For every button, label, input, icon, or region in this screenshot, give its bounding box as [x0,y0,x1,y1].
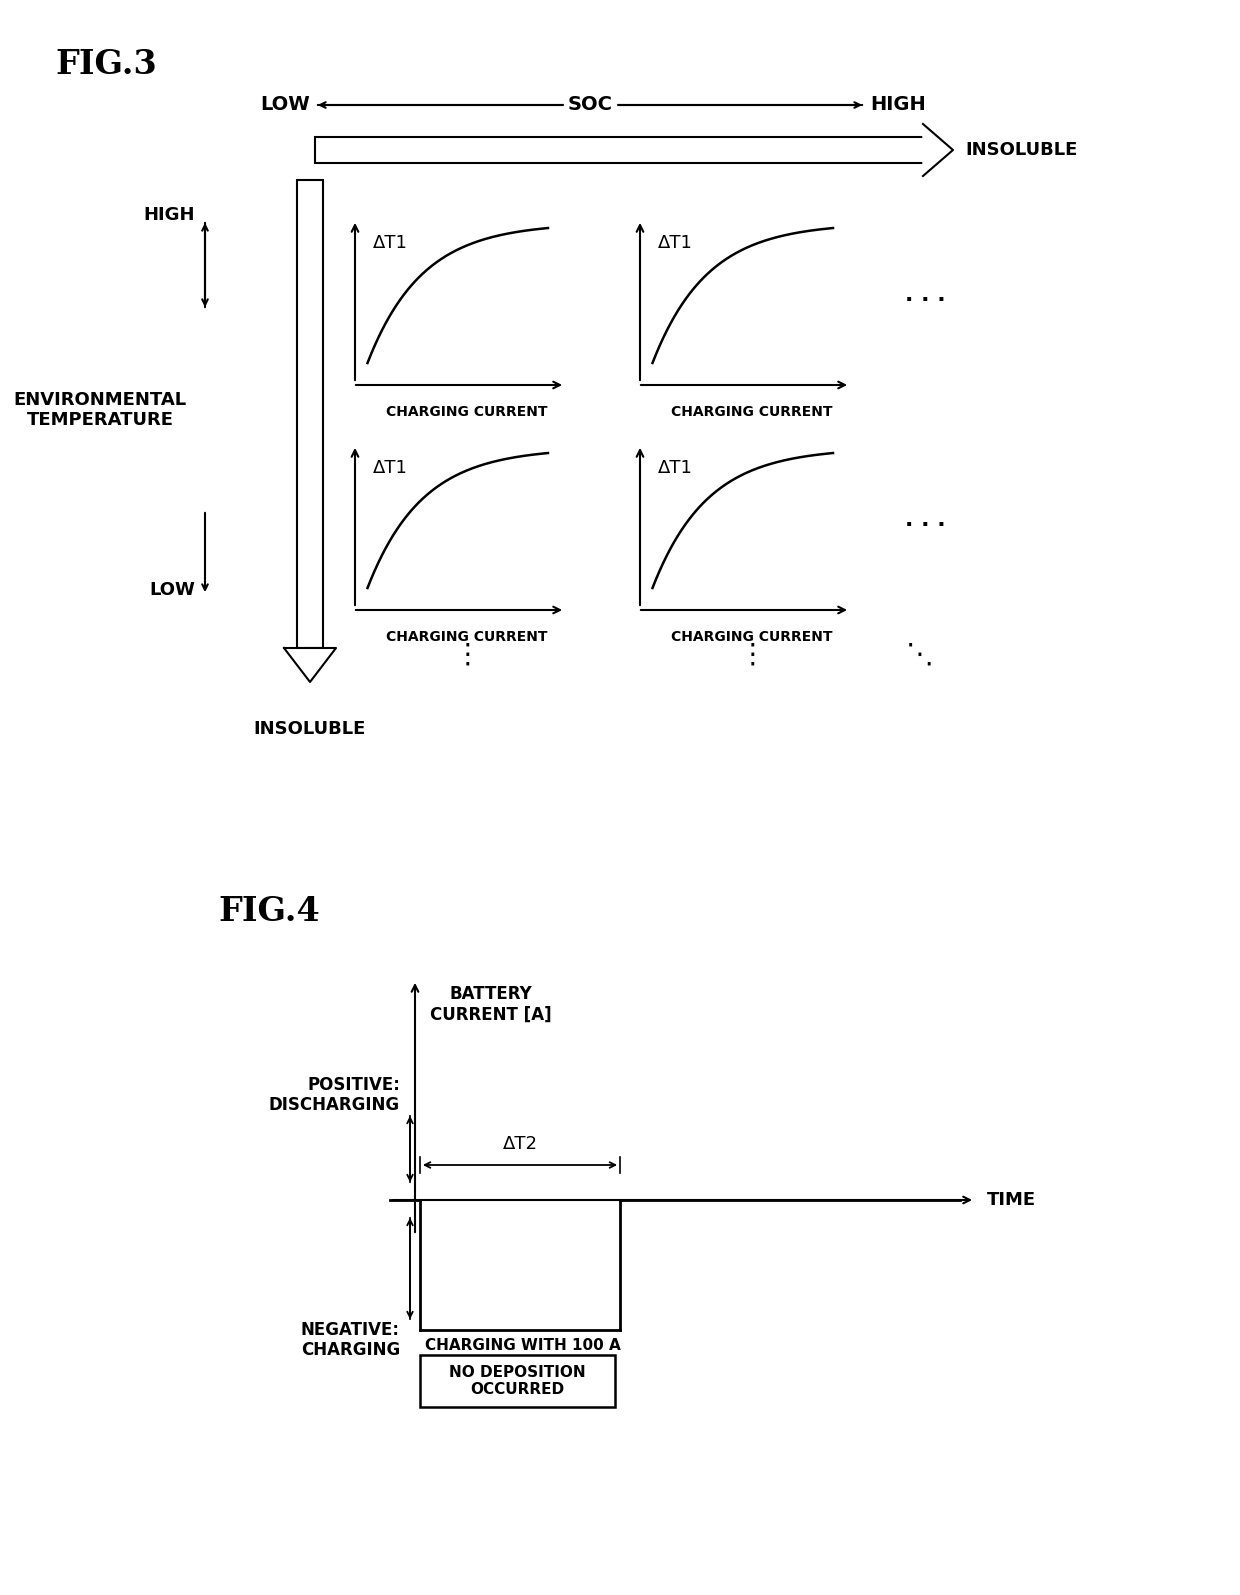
Text: INSOLUBLE: INSOLUBLE [254,719,366,738]
Text: CHARGING CURRENT: CHARGING CURRENT [386,630,548,644]
Polygon shape [284,648,336,683]
Text: ΔT1: ΔT1 [658,459,693,477]
Text: ΔT2: ΔT2 [502,1136,537,1153]
Text: CHARGING WITH 100 A
FOR 5 SECONDS: CHARGING WITH 100 A FOR 5 SECONDS [425,1338,621,1370]
Text: FIG.3: FIG.3 [55,48,156,81]
Text: LOW: LOW [260,96,310,115]
Text: HIGH: HIGH [144,206,195,223]
Bar [298,180,322,648]
Text: FIG.4: FIG.4 [218,895,320,928]
Text: ΔT1: ΔT1 [658,234,693,252]
Text: ENVIRONMENTAL
TEMPERATURE: ENVIRONMENTAL TEMPERATURE [14,391,186,429]
Text: CHARGING CURRENT: CHARGING CURRENT [671,630,833,644]
Text: NEGATIVE:
CHARGING: NEGATIVE: CHARGING [301,1321,401,1359]
Text: ⋮: ⋮ [453,641,481,668]
Text: · · ·: · · · [905,515,946,534]
Text: HIGH: HIGH [870,96,926,115]
Text: ΔT1: ΔT1 [373,459,408,477]
Text: INSOLUBLE: INSOLUBLE [965,140,1078,160]
Text: NO DEPOSITION
OCCURRED: NO DEPOSITION OCCURRED [449,1365,585,1397]
Text: ⋱: ⋱ [906,641,934,668]
Text: POSITIVE:
DISCHARGING: POSITIVE: DISCHARGING [269,1075,401,1115]
Text: LOW: LOW [149,581,195,600]
Bar [315,137,925,163]
Text: CHARGING CURRENT: CHARGING CURRENT [671,405,833,419]
Text: ⋮: ⋮ [738,641,766,668]
Text: SOC: SOC [568,96,613,115]
Text: CHARGING CURRENT: CHARGING CURRENT [386,405,548,419]
Bar [420,1356,615,1407]
Text: TIME: TIME [987,1191,1037,1209]
Text: BATTERY
CURRENT [A]: BATTERY CURRENT [A] [430,986,552,1024]
Text: ΔT1: ΔT1 [373,234,408,252]
Polygon shape [923,124,954,175]
Text: · · ·: · · · [905,290,946,309]
